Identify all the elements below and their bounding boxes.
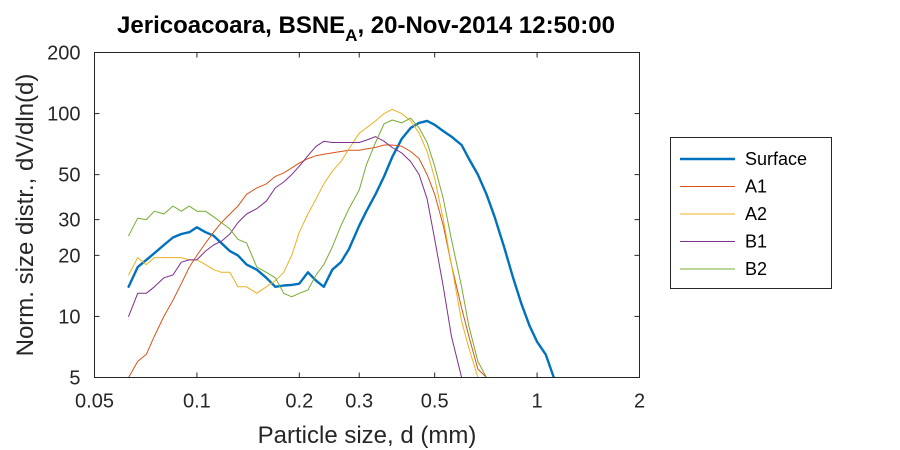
y-tick-label: 100	[47, 104, 80, 126]
legend-box	[670, 137, 832, 289]
y-tick-label: 30	[58, 210, 80, 232]
x-tick-label: 0.05	[75, 391, 114, 413]
x-tick-label: 0.5	[421, 391, 449, 413]
legend: Surface A1 A2 B1 B2	[670, 137, 832, 289]
series-line-a1	[128, 144, 487, 378]
series-line-a2	[128, 108, 479, 378]
plot-frame	[94, 52, 640, 378]
x-axis-label: Particle size, d (mm)	[258, 422, 477, 449]
legend-label-surface: Surface	[745, 149, 807, 169]
y-tick-label: 20	[58, 245, 80, 267]
y-tick-label: 50	[58, 165, 80, 187]
series-layer	[127, 108, 555, 378]
plot-area	[94, 52, 640, 378]
x-tick-label: 2	[634, 391, 645, 413]
x-tick-label: 1	[532, 391, 543, 413]
legend-label-b2: B2	[745, 259, 767, 279]
y-tick-label: 5	[69, 368, 80, 390]
x-tick-label: 0.1	[183, 391, 211, 413]
chart-title: Jericoacoara, BSNEA, 20-Nov-2014 12:50:0…	[117, 12, 615, 45]
x-tick-labels: 0.05 0.1 0.2 0.3 0.5 1 2	[75, 391, 645, 413]
x-tick-label: 0.3	[345, 391, 373, 413]
y-tick-labels: 5 10 20 30 50 100 200	[47, 43, 80, 390]
legend-label-a1: A1	[745, 177, 767, 197]
y-axis-label: Norm. size distr., dV/dln(d)	[12, 74, 39, 357]
series-line-b2	[128, 117, 487, 378]
y-tick-label: 200	[47, 43, 80, 65]
y-tick-label: 10	[58, 306, 80, 328]
series-line-surface	[127, 119, 555, 378]
series-line-b1	[128, 136, 470, 378]
legend-label-a2: A2	[745, 204, 767, 224]
legend-label-b1: B1	[745, 232, 767, 252]
x-tick-label: 0.2	[285, 391, 313, 413]
